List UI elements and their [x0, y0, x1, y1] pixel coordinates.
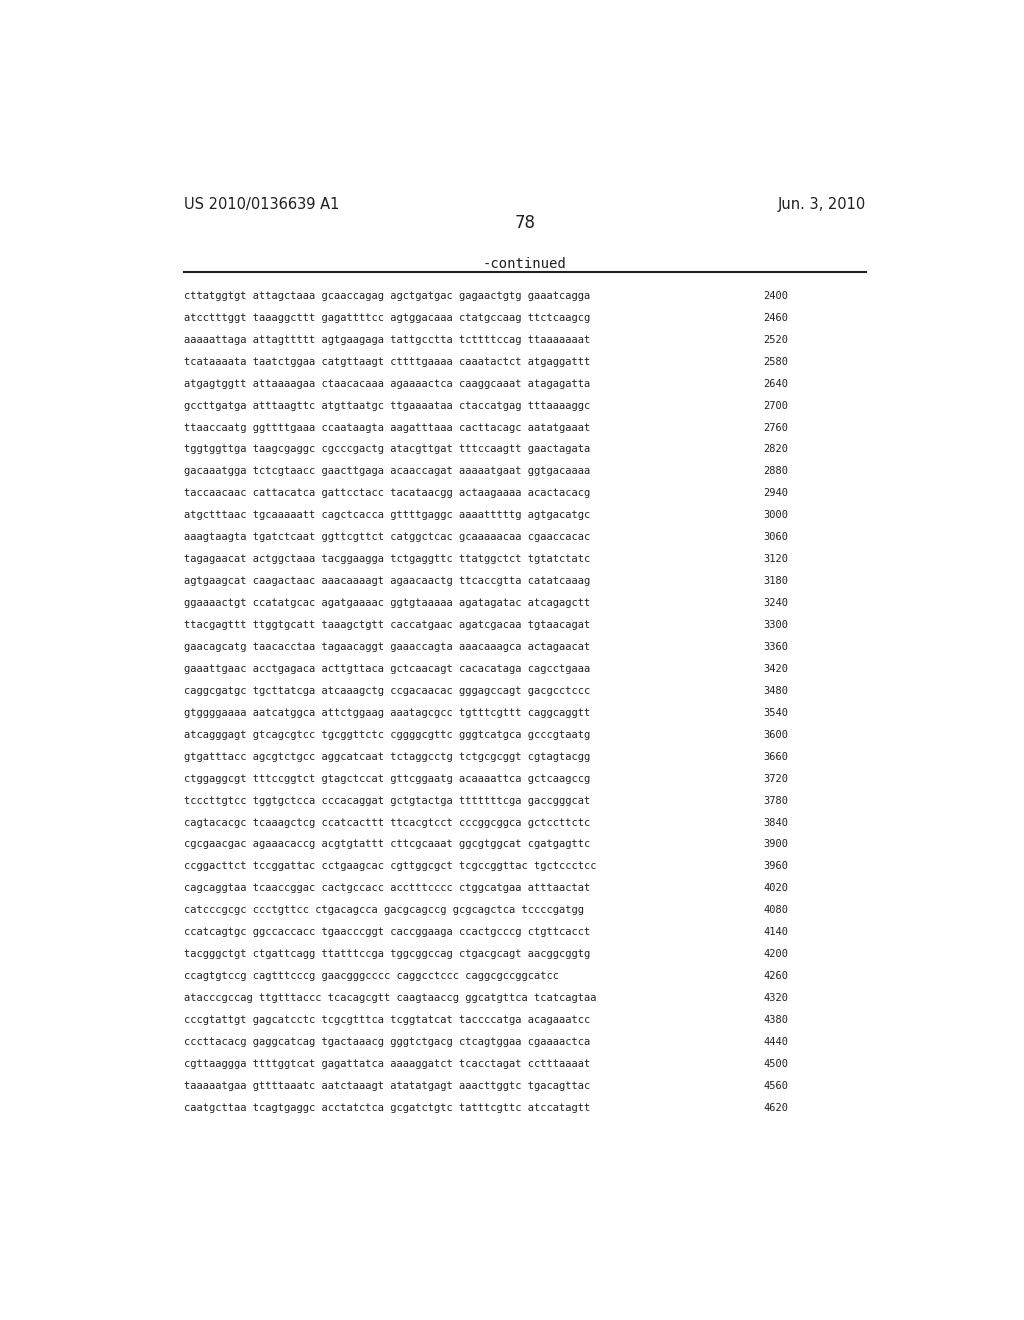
- Text: Jun. 3, 2010: Jun. 3, 2010: [777, 197, 866, 213]
- Text: 3240: 3240: [764, 598, 788, 609]
- Text: 2640: 2640: [764, 379, 788, 388]
- Text: 4200: 4200: [764, 949, 788, 960]
- Text: atacccgccag ttgtttaccc tcacagcgtt caagtaaccg ggcatgttca tcatcagtaa: atacccgccag ttgtttaccc tcacagcgtt caagta…: [183, 993, 596, 1003]
- Text: 3000: 3000: [764, 511, 788, 520]
- Text: 3480: 3480: [764, 686, 788, 696]
- Text: 4380: 4380: [764, 1015, 788, 1026]
- Text: ttacgagttt ttggtgcatt taaagctgtt caccatgaac agatcgacaa tgtaacagat: ttacgagttt ttggtgcatt taaagctgtt caccatg…: [183, 620, 590, 630]
- Text: ccggacttct tccggattac cctgaagcac cgttggcgct tcgccggttac tgctccctcc: ccggacttct tccggattac cctgaagcac cgttggc…: [183, 862, 596, 871]
- Text: 3960: 3960: [764, 862, 788, 871]
- Text: 3660: 3660: [764, 751, 788, 762]
- Text: 3600: 3600: [764, 730, 788, 739]
- Text: -continued: -continued: [483, 257, 566, 271]
- Text: ccatcagtgc ggccaccacc tgaacccggt caccggaaga ccactgcccg ctgttcacct: ccatcagtgc ggccaccacc tgaacccggt caccgga…: [183, 927, 590, 937]
- Text: caatgcttaa tcagtgaggc acctatctca gcgatctgtc tatttcgttc atccatagtt: caatgcttaa tcagtgaggc acctatctca gcgatct…: [183, 1102, 590, 1113]
- Text: 4140: 4140: [764, 927, 788, 937]
- Text: 3840: 3840: [764, 817, 788, 828]
- Text: 3900: 3900: [764, 840, 788, 850]
- Text: 3180: 3180: [764, 576, 788, 586]
- Text: 2760: 2760: [764, 422, 788, 433]
- Text: aaaaattaga attagttttt agtgaagaga tattgcctta tcttttccag ttaaaaaaat: aaaaattaga attagttttt agtgaagaga tattgcc…: [183, 335, 590, 345]
- Text: ccagtgtccg cagtttcccg gaacgggcccc caggcctccc caggcgccggcatcc: ccagtgtccg cagtttcccg gaacgggcccc caggcc…: [183, 972, 559, 981]
- Text: 3540: 3540: [764, 708, 788, 718]
- Text: tagagaacat actggctaaa tacggaagga tctgaggttc ttatggctct tgtatctatc: tagagaacat actggctaaa tacggaagga tctgagg…: [183, 554, 590, 564]
- Text: gtgatttacc agcgtctgcc aggcatcaat tctaggcctg tctgcgcggt cgtagtacgg: gtgatttacc agcgtctgcc aggcatcaat tctaggc…: [183, 751, 590, 762]
- Text: catcccgcgc ccctgttcc ctgacagcca gacgcagccg gcgcagctca tccccgatgg: catcccgcgc ccctgttcc ctgacagcca gacgcagc…: [183, 906, 584, 915]
- Text: 4320: 4320: [764, 993, 788, 1003]
- Text: 2520: 2520: [764, 335, 788, 345]
- Text: 3120: 3120: [764, 554, 788, 564]
- Text: 3720: 3720: [764, 774, 788, 784]
- Text: 2580: 2580: [764, 356, 788, 367]
- Text: 2700: 2700: [764, 400, 788, 411]
- Text: cccgtattgt gagcatcctc tcgcgtttca tcggtatcat taccccatga acagaaatcc: cccgtattgt gagcatcctc tcgcgtttca tcggtat…: [183, 1015, 590, 1026]
- Text: 3420: 3420: [764, 664, 788, 675]
- Text: tcccttgtcc tggtgctcca cccacaggat gctgtactga tttttttcga gaccgggcat: tcccttgtcc tggtgctcca cccacaggat gctgtac…: [183, 796, 590, 805]
- Text: 4260: 4260: [764, 972, 788, 981]
- Text: ctggaggcgt tttccggtct gtagctccat gttcggaatg acaaaattca gctcaagccg: ctggaggcgt tttccggtct gtagctccat gttcgga…: [183, 774, 590, 784]
- Text: tcataaaata taatctggaa catgttaagt cttttgaaaa caaatactct atgaggattt: tcataaaata taatctggaa catgttaagt cttttga…: [183, 356, 590, 367]
- Text: ttaaccaatg ggttttgaaa ccaataagta aagatttaaa cacttacagc aatatgaaat: ttaaccaatg ggttttgaaa ccaataagta aagattt…: [183, 422, 590, 433]
- Text: atcagggagt gtcagcgtcc tgcggttctc cggggcgttc gggtcatgca gcccgtaatg: atcagggagt gtcagcgtcc tgcggttctc cggggcg…: [183, 730, 590, 739]
- Text: tacgggctgt ctgattcagg ttatttccga tggcggccag ctgacgcagt aacggcggtg: tacgggctgt ctgattcagg ttatttccga tggcggc…: [183, 949, 590, 960]
- Text: 4560: 4560: [764, 1081, 788, 1090]
- Text: 4620: 4620: [764, 1102, 788, 1113]
- Text: 4500: 4500: [764, 1059, 788, 1069]
- Text: gtggggaaaa aatcatggca attctggaag aaatagcgcc tgtttcgttt caggcaggtt: gtggggaaaa aatcatggca attctggaag aaatagc…: [183, 708, 590, 718]
- Text: taaaaatgaa gttttaaatc aatctaaagt atatatgagt aaacttggtc tgacagttac: taaaaatgaa gttttaaatc aatctaaagt atatatg…: [183, 1081, 590, 1090]
- Text: 2400: 2400: [764, 290, 788, 301]
- Text: 78: 78: [514, 214, 536, 232]
- Text: caggcgatgc tgcttatcga atcaaagctg ccgacaacac gggagccagt gacgcctccc: caggcgatgc tgcttatcga atcaaagctg ccgacaa…: [183, 686, 590, 696]
- Text: 3360: 3360: [764, 642, 788, 652]
- Text: atgagtggtt attaaaagaa ctaacacaaa agaaaactca caaggcaaat atagagatta: atgagtggtt attaaaagaa ctaacacaaa agaaaac…: [183, 379, 590, 388]
- Text: 4080: 4080: [764, 906, 788, 915]
- Text: US 2010/0136639 A1: US 2010/0136639 A1: [183, 197, 339, 213]
- Text: gacaaatgga tctcgtaacc gaacttgaga acaaccagat aaaaatgaat ggtgacaaaa: gacaaatgga tctcgtaacc gaacttgaga acaacca…: [183, 466, 590, 477]
- Text: cttatggtgt attagctaaa gcaaccagag agctgatgac gagaactgtg gaaatcagga: cttatggtgt attagctaaa gcaaccagag agctgat…: [183, 290, 590, 301]
- Text: agtgaagcat caagactaac aaacaaaagt agaacaactg ttcaccgtta catatcaaag: agtgaagcat caagactaac aaacaaaagt agaacaa…: [183, 576, 590, 586]
- Text: 2820: 2820: [764, 445, 788, 454]
- Text: taccaacaac cattacatca gattcctacc tacataacgg actaagaaaa acactacacg: taccaacaac cattacatca gattcctacc tacataa…: [183, 488, 590, 499]
- Text: cagcaggtaa tcaaccggac cactgccacc acctttcccc ctggcatgaa atttaactat: cagcaggtaa tcaaccggac cactgccacc acctttc…: [183, 883, 590, 894]
- Text: 3780: 3780: [764, 796, 788, 805]
- Text: 2940: 2940: [764, 488, 788, 499]
- Text: cagtacacgc tcaaagctcg ccatcacttt ttcacgtcct cccggcggca gctccttctc: cagtacacgc tcaaagctcg ccatcacttt ttcacgt…: [183, 817, 590, 828]
- Text: cgttaaggga ttttggtcat gagattatca aaaaggatct tcacctagat cctttaaaat: cgttaaggga ttttggtcat gagattatca aaaagga…: [183, 1059, 590, 1069]
- Text: tggtggttga taagcgaggc cgcccgactg atacgttgat tttccaagtt gaactagata: tggtggttga taagcgaggc cgcccgactg atacgtt…: [183, 445, 590, 454]
- Text: gaaattgaac acctgagaca acttgttaca gctcaacagt cacacataga cagcctgaaa: gaaattgaac acctgagaca acttgttaca gctcaac…: [183, 664, 590, 675]
- Text: 2880: 2880: [764, 466, 788, 477]
- Text: atgctttaac tgcaaaaatt cagctcacca gttttgaggc aaaatttttg agtgacatgc: atgctttaac tgcaaaaatt cagctcacca gttttga…: [183, 511, 590, 520]
- Text: gaacagcatg taacacctaa tagaacaggt gaaaccagta aaacaaagca actagaacat: gaacagcatg taacacctaa tagaacaggt gaaacca…: [183, 642, 590, 652]
- Text: 4440: 4440: [764, 1038, 788, 1047]
- Text: 3060: 3060: [764, 532, 788, 543]
- Text: 4020: 4020: [764, 883, 788, 894]
- Text: aaagtaagta tgatctcaat ggttcgttct catggctcac gcaaaaacaa cgaaccacac: aaagtaagta tgatctcaat ggttcgttct catggct…: [183, 532, 590, 543]
- Text: cgcgaacgac agaaacaccg acgtgtattt cttcgcaaat ggcgtggcat cgatgagttc: cgcgaacgac agaaacaccg acgtgtattt cttcgca…: [183, 840, 590, 850]
- Text: cccttacacg gaggcatcag tgactaaacg gggtctgacg ctcagtggaa cgaaaactca: cccttacacg gaggcatcag tgactaaacg gggtctg…: [183, 1038, 590, 1047]
- Text: ggaaaactgt ccatatgcac agatgaaaac ggtgtaaaaa agatagatac atcagagctt: ggaaaactgt ccatatgcac agatgaaaac ggtgtaa…: [183, 598, 590, 609]
- Text: 3300: 3300: [764, 620, 788, 630]
- Text: gccttgatga atttaagttc atgttaatgc ttgaaaataa ctaccatgag tttaaaaggc: gccttgatga atttaagttc atgttaatgc ttgaaaa…: [183, 400, 590, 411]
- Text: atcctttggt taaaggcttt gagattttcc agtggacaaa ctatgccaag ttctcaagcg: atcctttggt taaaggcttt gagattttcc agtggac…: [183, 313, 590, 323]
- Text: 2460: 2460: [764, 313, 788, 323]
